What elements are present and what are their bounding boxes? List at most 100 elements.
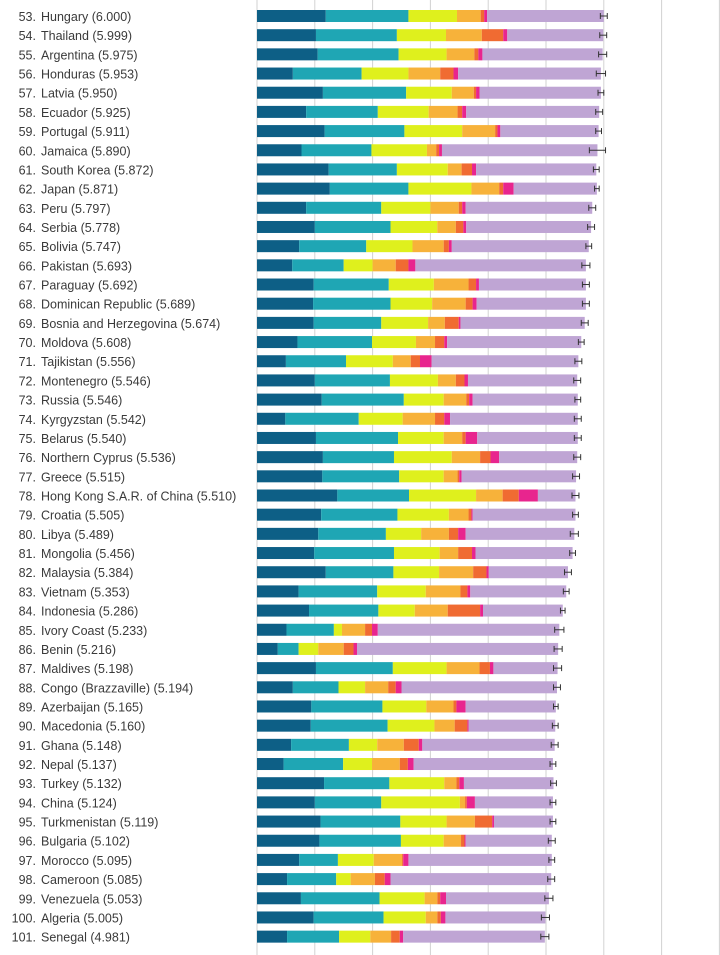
row-country-label: South Korea (5.872) [41,163,154,177]
bar-segment-2 [306,105,378,118]
bar-segment-5 [468,278,477,291]
bar-segment-5 [479,662,490,675]
bar-row [257,29,608,42]
bar-segment-5 [343,642,354,655]
bar-segment-6 [465,431,478,444]
bar-row [257,681,561,694]
bar-segment-6 [469,393,473,406]
bar-segment-1 [257,738,292,751]
bar-row [257,240,593,253]
bar-segment-6 [464,834,466,847]
bar-segment-5 [458,547,473,560]
bar-segment-6 [467,585,471,598]
bar-segment-1 [257,201,307,214]
bar-segment-residual [465,700,556,713]
bar-segment-1 [257,29,316,42]
bar-segment-1 [257,566,326,579]
bar-segment-2 [315,431,399,444]
row-rank: 54. [19,29,36,43]
bar-segment-2 [311,700,383,713]
row-rank: 96. [19,835,36,849]
bar-segment-6 [484,10,488,22]
bar-segment-6 [476,278,479,291]
bar-segment-residual [493,662,558,675]
bar-segment-residual [460,316,585,329]
bar-row [257,163,600,176]
bar-segment-residual [466,105,600,118]
row-rank: 84. [19,605,36,619]
bar-segment-4 [471,182,500,195]
row-country-label: Croatia (5.505) [41,509,124,523]
bar-segment-4 [365,681,389,694]
bar-segment-1 [257,853,300,866]
bar-segment-1 [257,297,314,310]
bar-segment-2 [277,642,299,655]
bar-segment-1 [257,259,293,272]
bar-segment-4 [425,911,438,924]
bar-segment-residual [468,719,556,732]
bar-segment-5 [365,623,373,636]
bar-row [257,144,607,157]
bar-segment-3 [390,297,433,310]
bar-segment-6 [453,67,459,80]
bar-segment-residual [493,815,553,828]
row-country-label: Thailand (5.999) [41,29,132,43]
bar-segment-1 [257,930,288,943]
bar-segment-4 [318,642,344,655]
bar-segment-5 [474,48,479,61]
bar-segment-2 [301,144,372,157]
row-rank: 94. [19,796,36,810]
row-rank: 64. [19,221,36,235]
bar-row [257,892,554,905]
row-country-label: Hong Kong S.A.R. of China (5.510) [41,490,236,504]
row-rank: 83. [19,585,36,599]
row-country-label: Nepal (5.137) [41,758,117,772]
bar-segment-residual [499,451,578,464]
row-country-label: Honduras (5.953) [41,68,138,82]
bar-segment-residual [458,67,601,80]
row-rank: 74. [19,413,36,427]
bar-row [257,489,580,502]
bar-segment-6 [439,144,442,157]
bar-segment-residual [408,853,552,866]
bar-segment-6 [372,623,378,636]
bar-segment-3 [336,873,351,886]
bar-segment-2 [292,67,362,80]
row-country-label: Dominican Republic (5.689) [41,298,195,312]
bar-segment-4 [446,48,475,61]
bar-segment-6 [467,719,469,732]
row-country-label: Indonesia (5.286) [41,605,138,619]
bar-segment-5 [443,240,449,253]
bar-row [257,316,589,329]
row-rank: 65. [19,240,36,254]
bar-segment-3 [379,892,425,905]
bar-segment-2 [300,892,380,905]
bar-row [257,259,591,272]
bar-segment-5 [395,259,409,272]
bar-segment-1 [257,834,320,847]
bar-segment-5 [391,930,400,943]
bar-segment-5 [435,412,445,425]
bar-segment-4 [425,585,461,598]
bar-segment-2 [319,834,401,847]
row-rank: 98. [19,873,36,887]
row-rank: 61. [19,163,36,177]
bar-segment-1 [257,796,315,809]
row-country-label: Greece (5.515) [41,470,125,484]
bar-segment-2 [320,815,401,828]
bar-segment-5 [454,719,468,732]
bar-segment-residual [472,393,578,406]
bar-segment-residual [446,892,549,905]
bar-segment-2 [309,604,379,617]
row-country-label: Paraguay (5.692) [41,279,138,293]
bar-row [257,297,590,310]
bar-segment-3 [409,489,477,502]
bar-segment-3 [377,585,426,598]
bar-segment-4 [428,105,458,118]
bar-segment-5 [468,508,472,521]
bar-segment-5 [460,585,468,598]
bar-segment-4 [430,201,459,214]
bar-segment-residual [465,834,552,847]
bar-segment-5 [473,566,487,579]
bar-segment-5 [448,527,459,540]
